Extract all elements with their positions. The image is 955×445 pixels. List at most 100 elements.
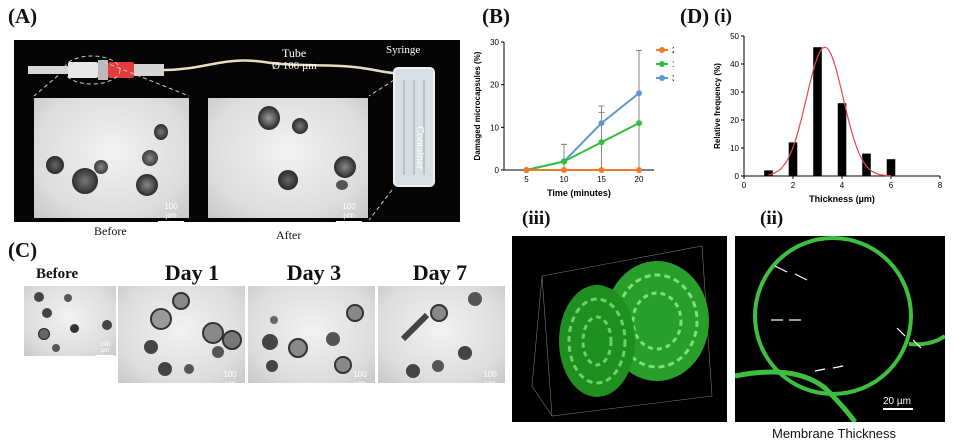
microcapsule bbox=[142, 150, 158, 166]
after-caption: After bbox=[276, 228, 302, 242]
histogram-bar bbox=[813, 47, 822, 177]
confocal-membrane-image: 20 µm bbox=[735, 236, 945, 422]
x-tick-label: 0 bbox=[742, 181, 747, 190]
legend-marker bbox=[659, 75, 665, 81]
histogram-bar bbox=[788, 142, 798, 176]
scale-bar-day7: 100 µm bbox=[478, 370, 502, 391]
syringe-setup-illustration bbox=[28, 55, 435, 221]
histogram-bar bbox=[886, 159, 896, 176]
microcapsule bbox=[72, 168, 98, 194]
data-point bbox=[636, 167, 642, 173]
panel-d-i-label: (i) bbox=[714, 6, 732, 27]
data-point bbox=[598, 167, 605, 173]
confocal-3d-image bbox=[512, 236, 727, 422]
histogram-bar bbox=[837, 103, 847, 176]
micrograph-day7: 100 µm bbox=[378, 286, 505, 391]
thickness-arrows bbox=[771, 265, 922, 372]
scale-bar-ii: 20 µm bbox=[883, 396, 913, 410]
scale-bar-after: 100 µm bbox=[336, 202, 362, 223]
panel-c-label: (C) bbox=[8, 238, 38, 262]
micrograph-c-before: 100 µm bbox=[24, 286, 116, 357]
x-tick-label: 15 bbox=[597, 175, 606, 184]
adjacent-capsule-membrane bbox=[735, 369, 858, 422]
data-point bbox=[561, 158, 567, 165]
container-label: Container bbox=[414, 126, 426, 170]
panel-b-label: (B) bbox=[482, 4, 510, 28]
microcapsule bbox=[94, 160, 108, 174]
y-tick-label: 20 bbox=[730, 116, 739, 125]
series-line-100g bbox=[526, 122, 640, 171]
data-point bbox=[598, 139, 605, 146]
x-tick-label: 10 bbox=[560, 175, 569, 184]
luer-connector bbox=[134, 64, 164, 76]
panel-a-photo: Tube Ø 100 µm Syringe Container 100 µm 1… bbox=[14, 40, 460, 223]
x-tick-label: 5 bbox=[524, 175, 529, 184]
tube-diameter-label: Ø 100 µm bbox=[272, 60, 317, 72]
day7-label: Day 7 bbox=[412, 260, 468, 285]
thickness-histogram: 0 10 20 30 40 50 0 2 4 6 8 Thickness (µm) Relative f… bbox=[713, 32, 943, 204]
x-tick-label: 2 bbox=[791, 181, 796, 190]
legend-label: 300 g bbox=[672, 74, 674, 83]
data-point bbox=[636, 120, 642, 127]
micrograph-before-shear: 100 µm bbox=[34, 98, 189, 223]
y-tick-label: 10 bbox=[490, 123, 499, 132]
micrograph-after-shear: 100 µm bbox=[208, 98, 368, 223]
legend-label: 100 g bbox=[672, 60, 674, 69]
gaussian-fit-curve bbox=[768, 46, 892, 177]
scale-bar-day3: 100 µm bbox=[348, 370, 372, 391]
capsule-3d-left bbox=[559, 285, 635, 397]
before-caption: Before bbox=[94, 224, 127, 238]
y-tick-label: 0 bbox=[735, 172, 740, 181]
needle-hub bbox=[28, 66, 68, 74]
before-label: Before bbox=[36, 266, 79, 282]
x-axis-title: Time (minutes) bbox=[547, 188, 611, 198]
day3-label: Day 3 bbox=[286, 260, 342, 285]
microcapsule bbox=[46, 156, 64, 174]
membrane-ring-render bbox=[735, 236, 945, 422]
histogram-bar bbox=[862, 153, 871, 176]
confocal-3d-render bbox=[531, 245, 713, 417]
y-tick-label: 50 bbox=[730, 32, 739, 41]
red-connector bbox=[108, 62, 134, 78]
membrane-thickness-caption: Membrane Thickness bbox=[772, 426, 897, 441]
y-tick-label: 20 bbox=[490, 81, 499, 90]
syringe-label: Syringe bbox=[386, 44, 421, 56]
microcapsule bbox=[278, 170, 298, 190]
legend-marker bbox=[659, 47, 665, 53]
x-tick-label: 6 bbox=[889, 181, 894, 190]
data-point bbox=[561, 167, 567, 173]
microcapsule bbox=[334, 156, 356, 178]
x-tick-label: 8 bbox=[938, 181, 943, 190]
y-tick-label: 30 bbox=[490, 38, 499, 47]
syringe-flange bbox=[98, 60, 108, 80]
x-tick-label: 20 bbox=[635, 175, 644, 184]
scale-bar-c-before: 100 µm bbox=[96, 342, 114, 357]
broken-capsule-fragment bbox=[400, 312, 430, 342]
micrograph-day3: 100 µm bbox=[248, 286, 375, 391]
x-tick-label: 4 bbox=[840, 181, 845, 190]
zoom-ellipse bbox=[63, 55, 121, 85]
microcapsule bbox=[258, 106, 280, 130]
y-tick-label: 10 bbox=[730, 144, 739, 153]
y-tick-label: 0 bbox=[495, 166, 500, 175]
data-point bbox=[523, 167, 530, 173]
microcapsule bbox=[154, 124, 168, 140]
panel-d-ii-label: (ii) bbox=[760, 208, 784, 229]
y-axis-title: Relative frequency (%) bbox=[713, 63, 722, 149]
panel-d-label: (D) bbox=[680, 4, 710, 28]
micrograph-day1: 100 µm bbox=[118, 286, 245, 391]
tube-label: Tube bbox=[282, 46, 307, 60]
scale-bar-before: 100 µm bbox=[158, 202, 184, 223]
y-axis-title: Damaged microcapsules (%) bbox=[473, 51, 482, 160]
microcapsule bbox=[136, 174, 158, 196]
syringe-barrel bbox=[68, 62, 98, 78]
x-axis-title: Thickness (µm) bbox=[809, 194, 875, 204]
histogram-bar bbox=[764, 170, 773, 176]
damaged-microcapsules-chart: 0 10 20 30 5 10 15 20 Time (minutes) Damaged micr… bbox=[473, 38, 674, 198]
microcapsule bbox=[336, 180, 348, 190]
y-tick-label: 40 bbox=[730, 60, 739, 69]
panel-d-iii-label: (iii) bbox=[522, 208, 551, 229]
y-tick-label: 30 bbox=[730, 88, 739, 97]
legend-label: 2 g bbox=[672, 46, 674, 55]
panel-a-label: (A) bbox=[8, 4, 38, 28]
